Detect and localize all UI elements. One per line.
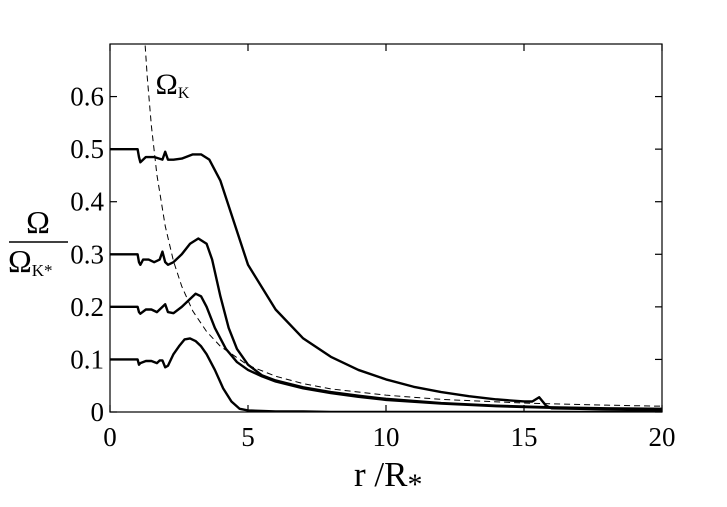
x-tick-label: 0	[103, 422, 117, 452]
keplerian-annotation-sub: K	[178, 85, 190, 102]
plot-area	[109, 43, 663, 413]
omega-curve-2	[110, 237, 662, 411]
y-tick-label: 0.6	[70, 82, 104, 112]
y-tick-label: 0.2	[70, 292, 104, 322]
x-axis-label: r /R*	[354, 455, 422, 501]
x-axis-label-main: r /R	[354, 455, 408, 494]
omega-curve-3	[110, 292, 662, 411]
curves	[110, 44, 662, 412]
y-axis-label-numerator: Ω	[26, 204, 50, 240]
y-tick-label: 0.3	[70, 239, 104, 269]
x-axis-label-sub: *	[407, 468, 422, 501]
y-tick-label: 0.5	[70, 134, 104, 164]
keplerian-curve	[144, 44, 662, 407]
keplerian-annotation-main: Ω	[156, 68, 178, 101]
omega-curve-1	[110, 147, 662, 412]
omega-curve-4	[110, 337, 662, 412]
y-tick-label: 0.1	[70, 344, 104, 374]
x-tick-label: 15	[511, 422, 538, 452]
y-axis-label-denominator: ΩK*	[8, 243, 53, 280]
x-tick-labels: 0 5 10 15 20	[103, 422, 675, 452]
y-axis-label: Ω ΩK*	[8, 204, 68, 280]
x-tick-label: 20	[649, 422, 676, 452]
y-tick-label: 0	[91, 397, 105, 427]
x-tick-label: 5	[241, 422, 255, 452]
x-tick-label: 10	[373, 422, 400, 452]
y-tick-labels: 0 0.1 0.2 0.3 0.4 0.5 0.6	[70, 82, 104, 427]
keplerian-annotation: ΩK	[156, 68, 190, 102]
y-tick-label: 0.4	[70, 187, 104, 217]
y-axis-label-denominator-sub: K*	[32, 261, 53, 280]
y-axis-label-denominator-main: Ω	[8, 243, 32, 279]
ticks	[109, 44, 663, 413]
axes-frame	[109, 43, 663, 413]
